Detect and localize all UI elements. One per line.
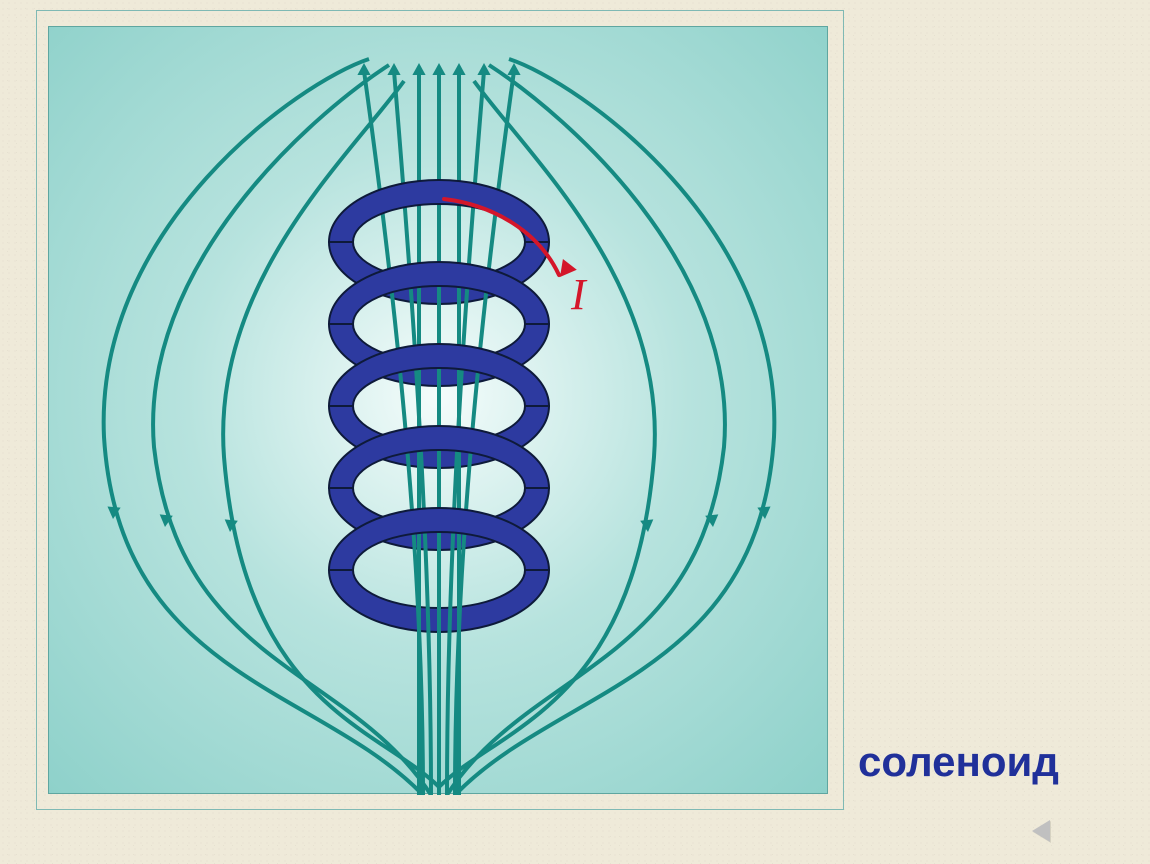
nav-back-icon[interactable] bbox=[1032, 820, 1050, 842]
diagram-panel: I bbox=[48, 26, 828, 794]
caption-label: соленоид bbox=[858, 738, 1059, 786]
current-label: I bbox=[570, 270, 588, 319]
solenoid-diagram: I bbox=[49, 27, 829, 795]
